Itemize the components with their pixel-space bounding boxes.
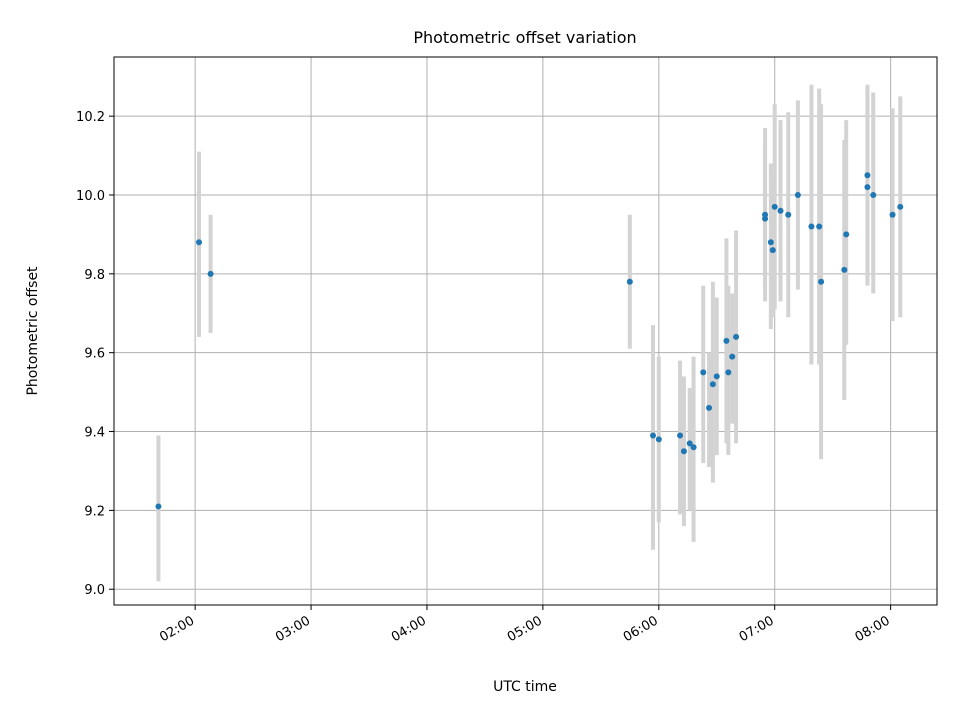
data-point (725, 369, 732, 376)
y-tick-label: 9.4 (84, 426, 105, 441)
data-point (864, 184, 871, 191)
chart-title: Photometric offset variation (413, 28, 636, 47)
data-point (155, 503, 162, 510)
data-point (207, 270, 214, 277)
y-tick-label: 9.6 (84, 347, 105, 362)
data-point (897, 203, 904, 210)
data-point (767, 239, 774, 246)
y-tick-label: 9.2 (84, 504, 105, 519)
x-tick-label: 08:00 (853, 613, 893, 645)
data-point (818, 278, 825, 285)
data-point (650, 432, 657, 439)
plot-frame (113, 56, 938, 606)
x-tick-label: 07:00 (737, 613, 777, 645)
y-axis-ticks: 9.0 9.2 9.4 9.6 9.8 10.0 10.2 (76, 110, 114, 598)
y-axis-label: Photometric offset (25, 266, 41, 396)
data-point (771, 203, 778, 210)
y-tick-label: 10.2 (76, 110, 105, 125)
data-point (808, 223, 815, 230)
x-tick-label: 04:00 (389, 613, 429, 645)
x-tick-label: 03:00 (273, 613, 313, 645)
x-tick-label: 05:00 (505, 613, 545, 645)
grid (114, 57, 937, 605)
data-point (713, 373, 720, 380)
data-point (777, 207, 784, 214)
data-point (816, 223, 823, 230)
data-point (723, 337, 730, 344)
data-point (785, 211, 792, 218)
data-point (864, 172, 871, 179)
data-point (700, 369, 707, 376)
data-point (686, 440, 693, 447)
data-point (706, 404, 713, 411)
data-point (762, 215, 769, 222)
data-point (680, 448, 687, 455)
data-point (843, 231, 850, 238)
x-tick-label: 06:00 (621, 613, 661, 645)
data-point (841, 266, 848, 273)
data-point (729, 353, 736, 360)
data-points (155, 172, 904, 510)
data-point (709, 381, 716, 388)
data-point (733, 333, 740, 340)
data-point (677, 432, 684, 439)
data-point (769, 247, 776, 254)
y-tick-label: 10.0 (76, 189, 105, 204)
data-point (196, 239, 203, 246)
data-point (655, 436, 662, 443)
data-point (794, 191, 801, 198)
data-point (690, 444, 697, 451)
x-axis-label: UTC time (493, 679, 557, 695)
y-tick-label: 9.0 (84, 583, 105, 598)
error-bars (156, 84, 903, 582)
x-axis-ticks: 02:00 03:00 04:00 05:00 06:00 07:00 08:00 (157, 605, 893, 645)
data-point (870, 191, 877, 198)
data-point (626, 278, 633, 285)
y-tick-label: 9.8 (84, 268, 105, 283)
x-tick-label: 02:00 (157, 613, 197, 645)
data-point (889, 211, 896, 218)
